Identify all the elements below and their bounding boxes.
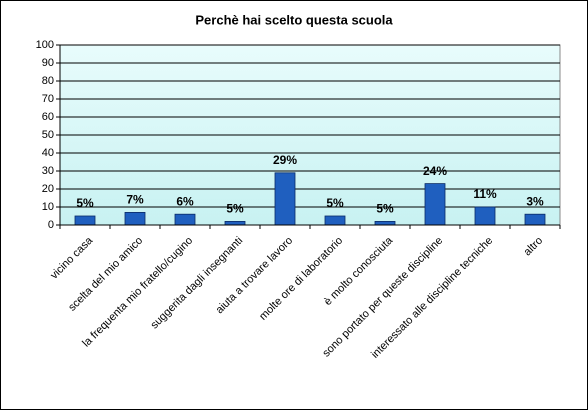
y-tick-label: 70 [42, 93, 54, 105]
bar [224, 220, 246, 226]
bar [474, 206, 496, 226]
y-tick-label: 10 [42, 201, 54, 213]
bar-annotation: 5% [376, 202, 394, 216]
bar-annotation: 29% [273, 153, 297, 167]
y-tick-label: 60 [42, 111, 54, 123]
bar [174, 213, 196, 226]
bar [324, 215, 346, 226]
bar [374, 220, 396, 226]
y-tick-label: 80 [42, 75, 54, 87]
y-tick-label: 50 [42, 129, 54, 141]
y-tick-label: 20 [42, 183, 54, 195]
y-tick-label: 90 [42, 57, 54, 69]
bar [424, 183, 446, 226]
bar [124, 211, 146, 226]
bar [274, 172, 296, 226]
y-tick-label: 40 [42, 147, 54, 159]
bar [524, 213, 546, 226]
chart-title: Perchè hai scelto questa scuola [195, 12, 393, 27]
bar-annotation: 5% [326, 196, 344, 210]
bar-annotation: 6% [176, 194, 194, 208]
y-tick-label: 30 [42, 165, 54, 177]
bar-annotation: 5% [226, 202, 244, 216]
bar [74, 215, 96, 226]
bar-annotation: 3% [526, 194, 544, 208]
bar-annotation: 11% [473, 187, 497, 201]
bar-annotation: 24% [423, 164, 447, 178]
bar-annotation: 5% [76, 196, 94, 210]
y-tick-label: 0 [48, 219, 54, 231]
y-tick-label: 100 [36, 39, 54, 51]
bar-annotation: 7% [126, 193, 144, 207]
